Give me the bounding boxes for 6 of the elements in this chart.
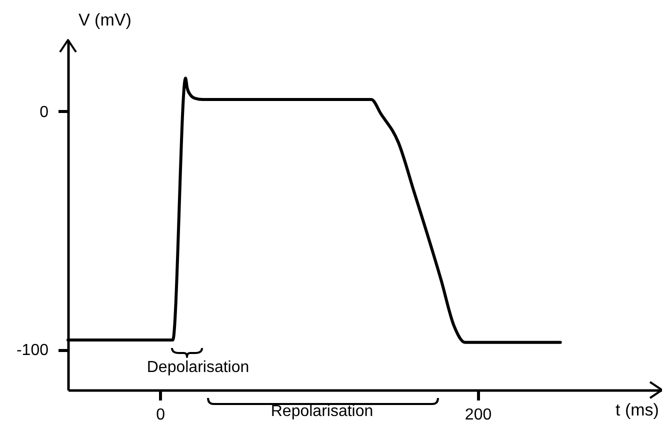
annotation: Depolarisation <box>146 359 250 376</box>
y-axis-title: V (mV) <box>78 10 132 30</box>
text: Repolarisation <box>270 403 374 420</box>
y-tick-label: -100 <box>16 342 49 360</box>
x-tick-label: 200 <box>464 406 492 424</box>
x-axis-title: t (ms) <box>616 400 659 420</box>
